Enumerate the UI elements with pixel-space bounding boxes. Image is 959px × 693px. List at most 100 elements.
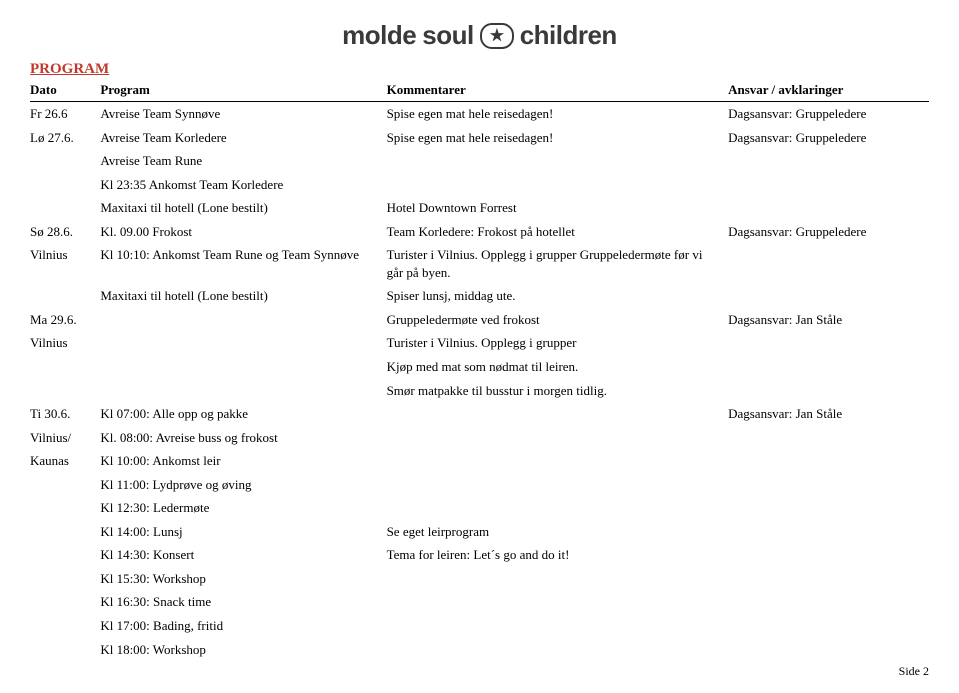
logo-header: molde soul children: [30, 20, 929, 51]
table-row: Kl 11:00: Lydprøve og øving: [30, 473, 929, 497]
cell-c2: Kl 10:10: Ankomst Team Rune og Team Synn…: [100, 243, 386, 284]
cell-c2: Kl 14:00: Lunsj: [100, 520, 386, 544]
star-icon: [480, 23, 514, 49]
cell-c1: [30, 149, 100, 173]
cell-c4: Dagsansvar: Gruppeledere: [728, 126, 929, 150]
cell-c4: [728, 196, 929, 220]
col-ansvar: Ansvar / avklaringer: [728, 80, 929, 102]
table-row: Kl 23:35 Ankomst Team Korledere: [30, 173, 929, 197]
logo-word-2: soul: [422, 20, 473, 51]
table-row: Vilnius Turister i Vilnius. Opplegg i gru…: [30, 331, 929, 355]
table-row: Maxitaxi til hotell (Lone bestilt)Spiser…: [30, 284, 929, 308]
table-row: Kjøp med mat som nødmat til leiren.: [30, 355, 929, 379]
cell-c1: [30, 284, 100, 308]
cell-c3: Turister i Vilnius. Opplegg i grupper: [387, 331, 729, 355]
cell-c4: [728, 449, 929, 473]
table-row: Kl 14:30: KonsertTema for leiren: Let´s …: [30, 543, 929, 567]
logo-word-1: molde: [342, 20, 416, 51]
table-row: Ti 30.6.Kl 07:00: Alle opp og pakkeDagsa…: [30, 402, 929, 426]
cell-c1: Lø 27.6.: [30, 126, 100, 150]
cell-c1: Vilnius: [30, 331, 100, 355]
cell-c1: [30, 173, 100, 197]
cell-c4: Dagsansvar: Jan Ståle: [728, 402, 929, 426]
cell-c3: Spise egen mat hele reisedagen!: [387, 126, 729, 150]
cell-c3: Hotel Downtown Forrest: [387, 196, 729, 220]
cell-c3: [387, 567, 729, 591]
cell-c2: Avreise Team Synnøve: [100, 102, 386, 126]
cell-c2: Maxitaxi til hotell (Lone bestilt): [100, 196, 386, 220]
logo-word-3: children: [520, 20, 617, 51]
cell-c1: [30, 543, 100, 567]
cell-c4: [728, 379, 929, 403]
cell-c4: Dagsansvar: Gruppeledere: [728, 220, 929, 244]
cell-c3: Gruppeledermøte ved frokost: [387, 308, 729, 332]
table-row: KaunasKl 10:00: Ankomst leir: [30, 449, 929, 473]
col-program: Program: [100, 80, 386, 102]
cell-c2: Kl 23:35 Ankomst Team Korledere: [100, 173, 386, 197]
cell-c4: [728, 638, 929, 662]
cell-c1: [30, 614, 100, 638]
table-row: Avreise Team Rune: [30, 149, 929, 173]
cell-c2: Kl 11:00: Lydprøve og øving: [100, 473, 386, 497]
cell-c3: [387, 426, 729, 450]
cell-c1: [30, 496, 100, 520]
cell-c4: Dagsansvar: Jan Ståle: [728, 308, 929, 332]
table-row: Ma 29.6. Gruppeledermøte ved frokostDagsa…: [30, 308, 929, 332]
cell-c3: [387, 638, 729, 662]
cell-c2: Avreise Team Korledere: [100, 126, 386, 150]
cell-c4: [728, 426, 929, 450]
cell-c2: [100, 379, 386, 403]
section-title: PROGRAM: [30, 61, 929, 78]
cell-c4: [728, 614, 929, 638]
cell-c3: Tema for leiren: Let´s go and do it!: [387, 543, 729, 567]
col-kommentarer: Kommentarer: [387, 80, 729, 102]
cell-c4: [728, 355, 929, 379]
cell-c1: Ma 29.6.: [30, 308, 100, 332]
cell-c1: [30, 520, 100, 544]
cell-c1: Vilnius: [30, 243, 100, 284]
cell-c2: Kl 18:00: Workshop: [100, 638, 386, 662]
cell-c2: Avreise Team Rune: [100, 149, 386, 173]
table-row: Kl 17:00: Bading, fritid: [30, 614, 929, 638]
cell-c3: [387, 473, 729, 497]
table-row: Maxitaxi til hotell (Lone bestilt)Hotel …: [30, 196, 929, 220]
cell-c3: [387, 496, 729, 520]
cell-c4: [728, 243, 929, 284]
col-dato: Dato: [30, 80, 100, 102]
cell-c3: [387, 149, 729, 173]
cell-c3: Team Korledere: Frokost på hotellet: [387, 220, 729, 244]
table-row: Kl 14:00: LunsjSe eget leirprogram: [30, 520, 929, 544]
table-row: Kl 15:30: Workshop: [30, 567, 929, 591]
cell-c1: Vilnius/: [30, 426, 100, 450]
cell-c1: [30, 590, 100, 614]
cell-c4: [728, 520, 929, 544]
table-row: Smør matpakke til busstur i morgen tidli…: [30, 379, 929, 403]
cell-c3: Turister i Vilnius. Opplegg i grupper Gr…: [387, 243, 729, 284]
cell-c3: [387, 449, 729, 473]
cell-c3: [387, 402, 729, 426]
program-tbody: Fr 26.6Avreise Team SynnøveSpise egen ma…: [30, 102, 929, 662]
cell-c2: [100, 355, 386, 379]
table-row: Fr 26.6Avreise Team SynnøveSpise egen ma…: [30, 102, 929, 126]
table-row: VilniusKl 10:10: Ankomst Team Rune og Te…: [30, 243, 929, 284]
table-row: Lø 27.6.Avreise Team KorledereSpise egen…: [30, 126, 929, 150]
cell-c1: Ti 30.6.: [30, 402, 100, 426]
cell-c3: Smør matpakke til busstur i morgen tidli…: [387, 379, 729, 403]
cell-c2: [100, 331, 386, 355]
cell-c4: [728, 496, 929, 520]
table-row: Kl 18:00: Workshop: [30, 638, 929, 662]
table-row: Sø 28.6.Kl. 09.00 FrokostTeam Korledere:…: [30, 220, 929, 244]
cell-c1: Kaunas: [30, 449, 100, 473]
cell-c4: [728, 590, 929, 614]
cell-c3: [387, 173, 729, 197]
table-row: Kl 12:30: Ledermøte: [30, 496, 929, 520]
cell-c3: Spiser lunsj, middag ute.: [387, 284, 729, 308]
logo-text: molde soul children: [342, 20, 617, 51]
cell-c1: [30, 355, 100, 379]
cell-c2: Kl 14:30: Konsert: [100, 543, 386, 567]
cell-c1: [30, 196, 100, 220]
cell-c3: Kjøp med mat som nødmat til leiren.: [387, 355, 729, 379]
cell-c2: Kl. 08:00: Avreise buss og frokost: [100, 426, 386, 450]
cell-c3: [387, 614, 729, 638]
program-table: Dato Program Kommentarer Ansvar / avklar…: [30, 80, 929, 661]
